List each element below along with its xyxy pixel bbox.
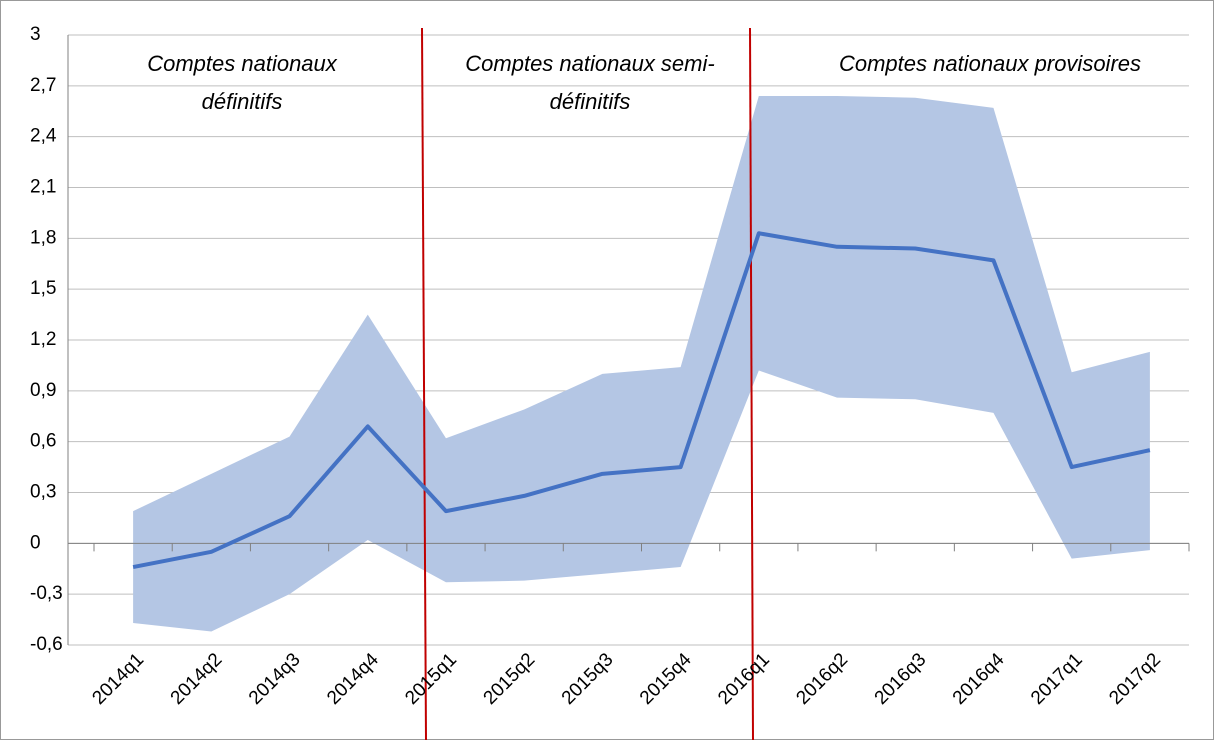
y-tick-label: -0,6	[30, 634, 63, 655]
annotation: Comptes nationaux	[147, 51, 338, 76]
y-tick-label: 2,7	[30, 75, 56, 96]
annotation: Comptes nationaux provisoires	[839, 51, 1141, 76]
annotation: définitifs	[202, 89, 283, 114]
y-tick-label: 1,2	[30, 329, 56, 350]
annotation: définitifs	[550, 89, 631, 114]
confidence-band	[133, 96, 1150, 632]
y-tick-label: 2,1	[30, 177, 56, 198]
annotation: Comptes nationaux semi-	[465, 51, 714, 76]
y-tick-label: -0,3	[30, 583, 63, 604]
separator	[421, 27, 427, 741]
y-tick-label: 0,3	[30, 482, 56, 503]
y-tick-label: 0,6	[30, 431, 56, 452]
y-tick-label: 2,4	[30, 126, 57, 147]
y-tick-label: 0	[30, 532, 41, 553]
y-tick-label: 1,5	[30, 278, 56, 299]
y-tick-label: 0,9	[30, 380, 56, 401]
y-tick-label: 3	[30, 24, 41, 45]
y-tick-label: 1,8	[30, 227, 56, 248]
separator	[749, 27, 754, 741]
line-series	[132, 231, 1151, 570]
